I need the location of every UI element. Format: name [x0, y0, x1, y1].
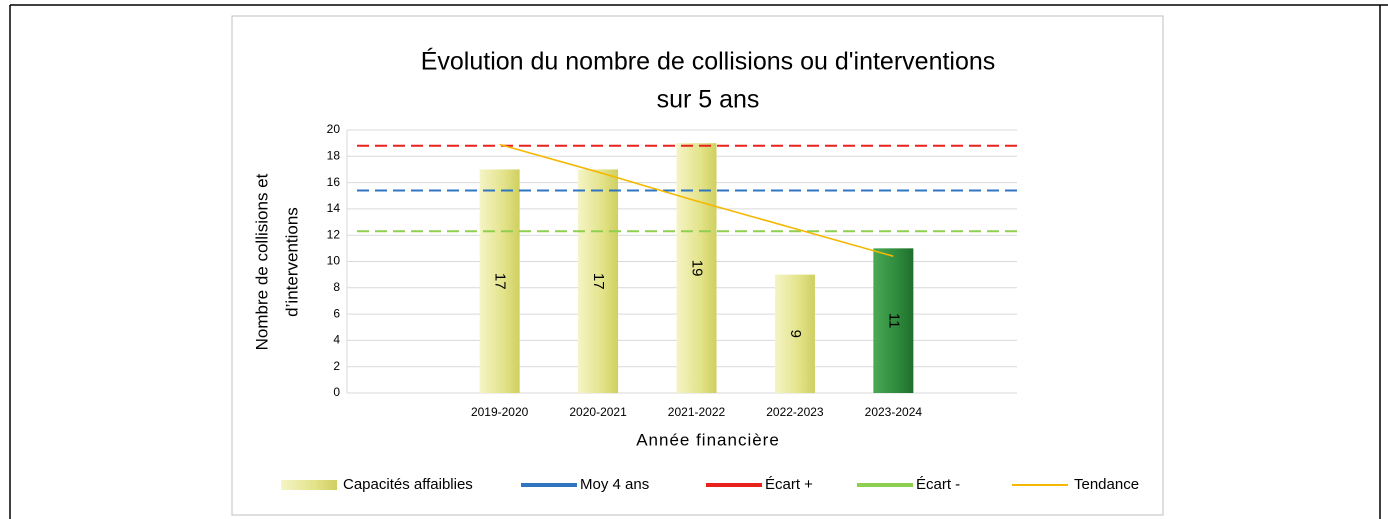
legend-label: Tendance	[1074, 476, 1139, 493]
bar	[774, 274, 815, 393]
legend-label: Écart -	[916, 476, 960, 493]
legend-label: Moy 4 ans	[580, 476, 649, 493]
legend-label: Écart +	[765, 476, 813, 493]
data-label: 17	[492, 273, 509, 290]
x-tick-label: 2019-2020	[471, 405, 529, 419]
x-axis-title: Année financière	[636, 430, 780, 449]
x-tick-label: 2022-2023	[766, 405, 824, 419]
y-tick-label: 8	[333, 280, 340, 294]
bar	[873, 248, 914, 393]
data-label: 11	[885, 313, 902, 329]
bar	[676, 143, 717, 393]
data-label: 17	[590, 273, 607, 290]
x-tick-label: 2021-2022	[668, 405, 726, 419]
y-tick-label: 16	[327, 175, 341, 189]
legend-label: Capacités affaiblies	[343, 476, 473, 493]
chart-title: Évolution du nombre de collisions ou d'i…	[421, 47, 996, 76]
data-label: 19	[689, 260, 706, 277]
y-tick-label: 20	[327, 122, 341, 136]
x-tick-label: 2020-2021	[569, 405, 627, 419]
y-tick-label: 14	[327, 201, 341, 215]
x-tick-label: 2023-2024	[865, 405, 923, 419]
y-tick-label: 2	[333, 359, 340, 373]
data-label: 9	[787, 330, 804, 338]
y-tick-label: 12	[327, 227, 341, 241]
bar	[578, 169, 619, 393]
line-series	[499, 143, 894, 258]
y-axis-title: d’interventions	[282, 207, 301, 317]
y-tick-label: 18	[327, 148, 341, 162]
y-tick-label: 10	[327, 254, 341, 268]
legend-swatch	[281, 480, 337, 490]
y-tick-label: 4	[333, 333, 340, 347]
y-tick-label: 6	[333, 306, 340, 320]
chart-title: sur 5 ans	[657, 86, 760, 114]
y-tick-label: 0	[333, 385, 340, 399]
y-axis-title: Nombre de collisions et	[252, 173, 271, 350]
bar	[479, 169, 520, 393]
